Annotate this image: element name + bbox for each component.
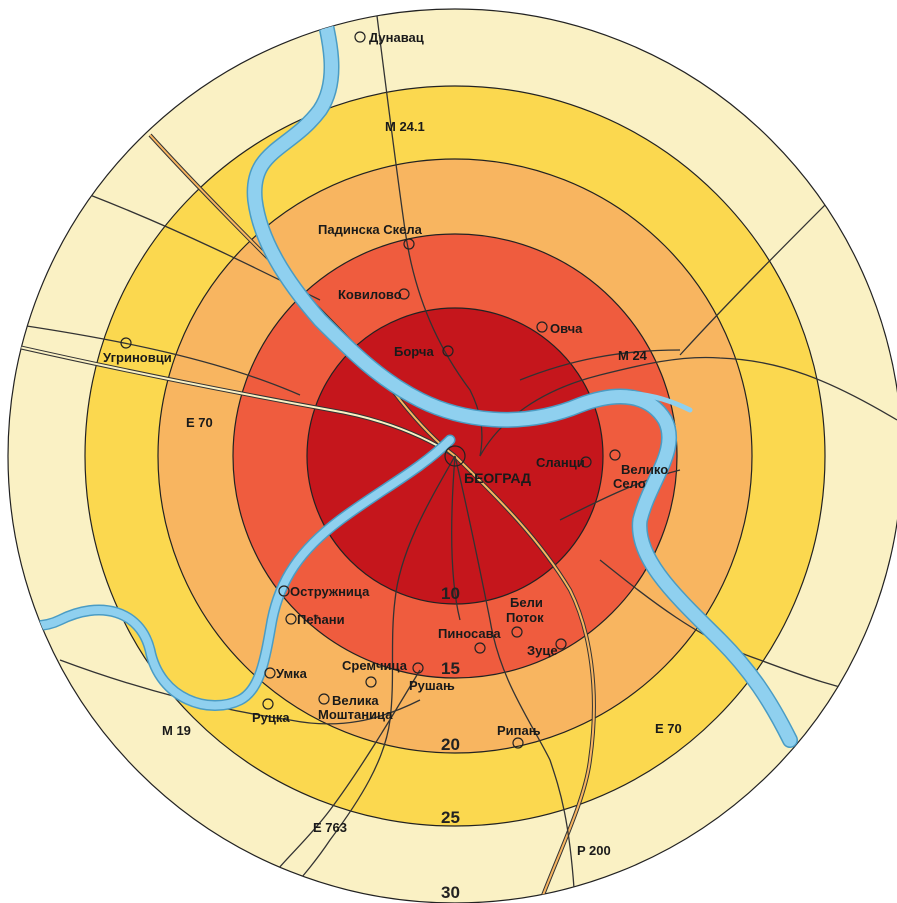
- label-umka: Умка: [276, 666, 308, 681]
- label-borca: Борча: [394, 344, 434, 359]
- label-ovca: Овча: [550, 321, 583, 336]
- label-road-m24: M 24: [618, 348, 648, 363]
- label-dunavac: Дунавац: [369, 30, 424, 45]
- town-marker-pinosava: [474, 642, 486, 654]
- town-marker-padinska: [403, 238, 415, 250]
- label-beograd: БЕОГРАД: [464, 470, 531, 486]
- river-danube: [248, 9, 797, 747]
- road-south-2: [454, 455, 576, 903]
- road-southwest: [59, 659, 421, 725]
- road-north-east: [519, 349, 681, 381]
- label-beli: Бели: [510, 595, 543, 610]
- label-selo: Село: [613, 476, 646, 491]
- town-marker-sremcica: [365, 676, 377, 688]
- town-marker-borca: [442, 345, 454, 357]
- town-marker-ripanj: [512, 737, 524, 749]
- label-ripanj: Рипањ: [497, 723, 541, 738]
- town-marker-dunavac: [354, 31, 366, 43]
- ring-labels: 10 15 20 25 30: [441, 584, 460, 902]
- road-m24-1: [374, 9, 483, 457]
- town-marker-beli-potok: [511, 626, 523, 638]
- town-marker-velika: [318, 693, 330, 705]
- label-slanci: Сланци: [536, 455, 585, 470]
- town-marker-zuce: [555, 638, 567, 650]
- road-e70-southeast-inner: [454, 455, 595, 903]
- town-marker-umka: [264, 667, 276, 679]
- town-marker-kovilovo: [398, 288, 410, 300]
- ring-label-20: 20: [441, 735, 460, 754]
- label-potok: Поток: [506, 610, 544, 625]
- label-road-e763: E 763: [313, 820, 347, 835]
- label-road-p200: P 200: [577, 843, 611, 858]
- label-road-e70-south: E 70: [655, 721, 682, 736]
- town-marker-ovca: [536, 321, 548, 333]
- road-west-minor: [19, 324, 301, 396]
- town-marker-pecani: [285, 613, 297, 625]
- label-kovilovo: Ковилово: [338, 287, 402, 302]
- label-pecani: Пећани: [297, 612, 345, 627]
- road-south-3: [451, 455, 461, 621]
- label-road-m19: M 19: [162, 723, 191, 738]
- ring-label-30: 30: [441, 883, 460, 902]
- label-padinska-skela: Падинска Скела: [318, 222, 423, 237]
- label-ugrinovci: Угриновци: [103, 350, 172, 365]
- rivers: [8, 9, 798, 748]
- label-zuce: Зуце: [527, 643, 558, 658]
- label-road-e70-west: E 70: [186, 415, 213, 430]
- town-marker-slanci: [580, 456, 592, 468]
- road-labels: M 24.1 M 24 E 70 E 70 M 19 E 763 P 200: [162, 119, 682, 858]
- label-rusanj: Рушањ: [409, 678, 455, 693]
- town-marker-ostruznica: [278, 585, 290, 597]
- road-e70-west-inner: [9, 344, 456, 457]
- belgrade-center-marker: [444, 445, 466, 467]
- label-rucka: Руцка: [252, 710, 290, 725]
- town-markers: [120, 31, 621, 749]
- road-m24: [479, 356, 897, 457]
- town-marker-veliko-selo: [609, 449, 621, 461]
- river-branch-east: [597, 390, 693, 413]
- town-marker-rusanj: [412, 662, 424, 674]
- label-veliko: Велико: [621, 462, 668, 477]
- label-sremcica: Сремчица: [342, 658, 408, 673]
- place-labels: Дунавац Падинска Скела Ковилово Овча Бор…: [103, 30, 668, 738]
- ring-label-10: 10: [441, 584, 460, 603]
- road-south-1: [279, 455, 456, 903]
- label-velika: Велика: [332, 693, 379, 708]
- label-road-m24-1: M 24.1: [385, 119, 425, 134]
- ring-label-25: 25: [441, 808, 460, 827]
- town-marker-ugrinovci: [120, 337, 132, 349]
- river-sava: [8, 436, 454, 710]
- label-pinosava: Пиносава: [438, 626, 501, 641]
- ring-label-15: 15: [441, 659, 460, 678]
- label-mostanica: Моштаница: [318, 707, 393, 722]
- label-ostruznica: Остружница: [290, 584, 370, 599]
- town-marker-rucka: [262, 698, 274, 710]
